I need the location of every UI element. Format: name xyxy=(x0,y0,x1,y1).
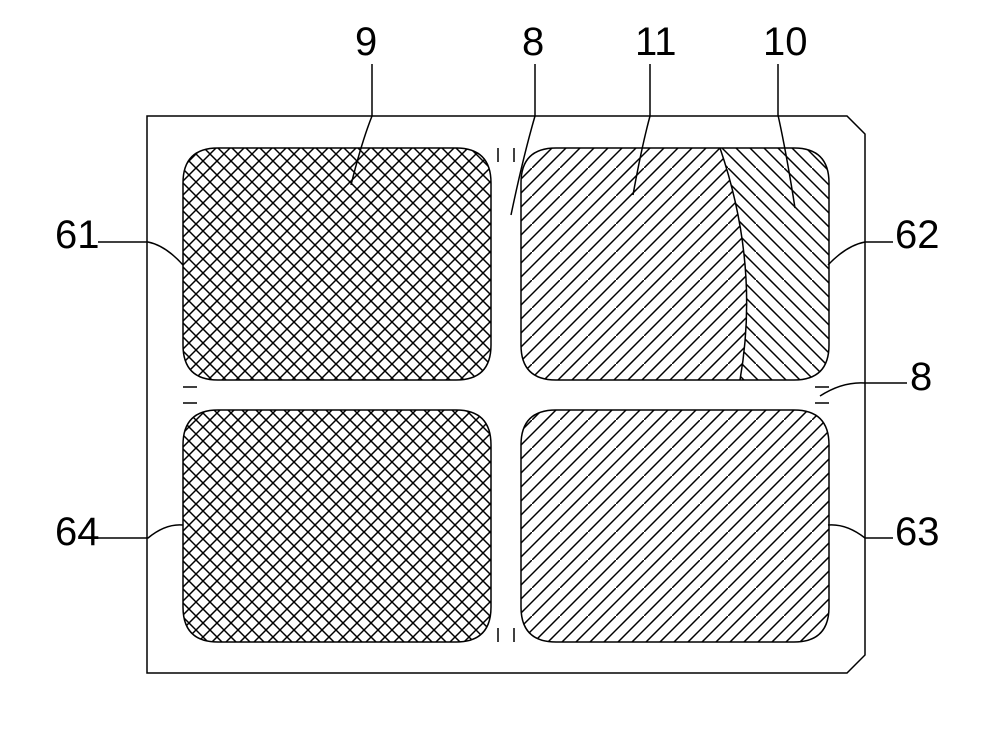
label-62: 62 xyxy=(828,213,940,265)
leader-8b xyxy=(820,383,907,396)
hatch-b xyxy=(183,410,491,642)
leader-63 xyxy=(828,525,893,538)
label-text-11: 11 xyxy=(635,20,677,64)
label-text-9: 9 xyxy=(355,20,377,64)
label-61: 61 xyxy=(55,213,183,265)
leader-64 xyxy=(98,525,183,538)
hatch-left xyxy=(521,148,747,380)
label-64: 64 xyxy=(55,510,183,554)
label-8b: 8 xyxy=(820,355,932,399)
cell-tr xyxy=(521,148,829,380)
cell-br xyxy=(521,410,829,642)
cell-bl xyxy=(183,410,491,642)
label-text-10: 10 xyxy=(763,20,808,64)
label-text-8a: 8 xyxy=(522,20,544,64)
hatch-a xyxy=(521,410,829,642)
cell-tl xyxy=(183,148,491,380)
label-text-8b: 8 xyxy=(910,355,932,399)
hatch-b xyxy=(183,148,491,380)
leader-62 xyxy=(828,242,893,265)
label-text-62: 62 xyxy=(895,213,940,257)
label-text-63: 63 xyxy=(895,510,940,554)
label-text-64: 64 xyxy=(55,510,100,554)
label-63: 63 xyxy=(828,510,940,554)
leader-61 xyxy=(98,242,183,265)
label-text-61: 61 xyxy=(55,213,100,257)
diagram-root: 9 10 11 61 62 63 64 8 8 xyxy=(0,0,1000,729)
